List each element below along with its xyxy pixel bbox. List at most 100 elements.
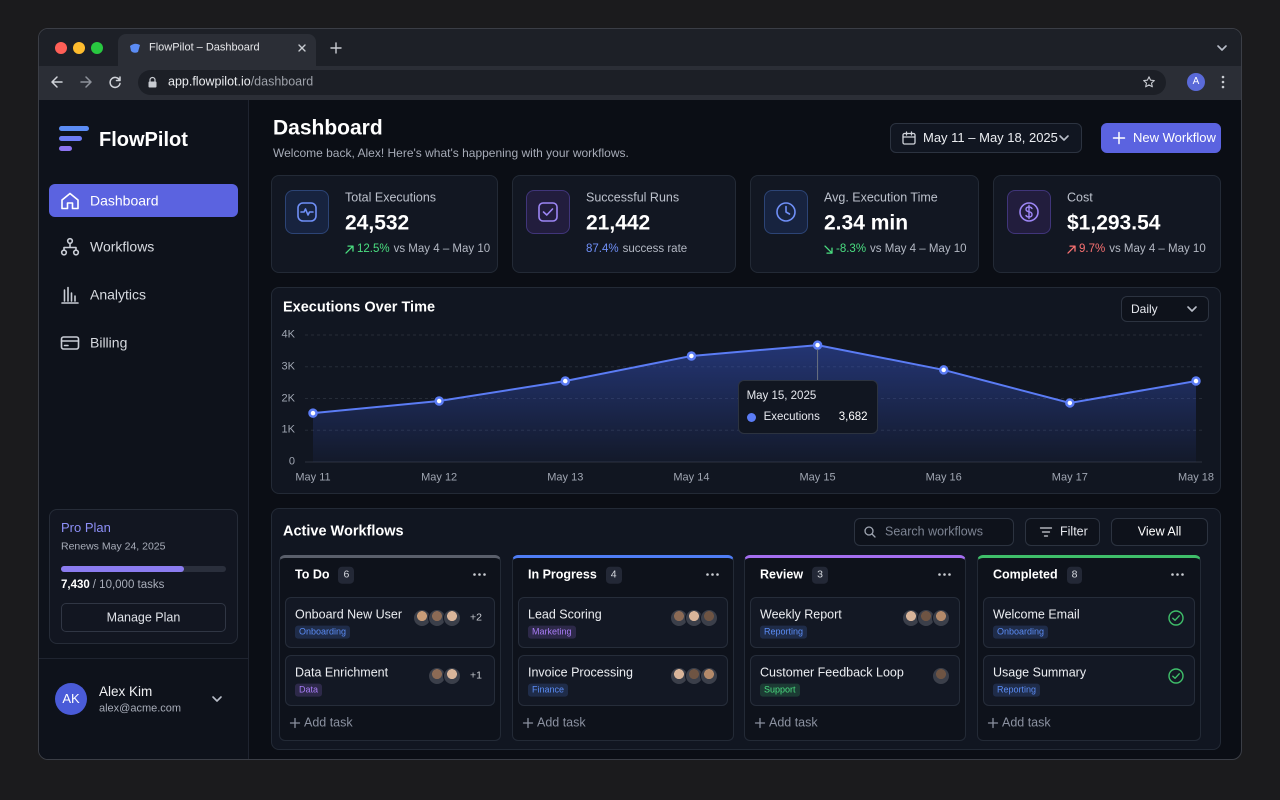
column-menu — [706, 573, 719, 576]
user-name: Alex Kim — [99, 683, 153, 699]
point — [308, 408, 318, 418]
board-column — [744, 555, 966, 741]
window-control[interactable] — [91, 42, 103, 54]
assignee-avatar — [932, 609, 950, 627]
column-name: In Progress — [528, 567, 597, 582]
task-title: Data Enrichment — [295, 665, 389, 680]
view-all-button[interactable] — [1111, 518, 1208, 546]
kpi-note: vs May 4 – May 10 — [393, 243, 491, 256]
add-task-icon — [754, 717, 766, 729]
search-icon — [864, 526, 876, 538]
x-tick-label: May 13 — [547, 471, 584, 484]
favicon — [130, 43, 140, 53]
user-avatar[interactable] — [55, 683, 87, 715]
user-initials: AK — [62, 691, 80, 707]
brand-name: FlowPilot — [99, 129, 188, 151]
y-tick-label: 1K — [281, 423, 295, 436]
task-card[interactable] — [983, 597, 1195, 648]
manage-plan-button[interactable] — [61, 603, 226, 632]
column-count: 6 — [338, 566, 355, 584]
nav-icon — [61, 192, 79, 210]
nav-icon — [60, 336, 80, 350]
plan-usage-text: 7,430/ 10,000 tasks — [61, 579, 164, 593]
y-tick-label: 0 — [288, 455, 295, 468]
filter-button[interactable] — [1025, 518, 1100, 546]
x-tick-label: May 15 — [799, 471, 836, 484]
url-path: /dashboard — [250, 74, 314, 89]
forward-button — [80, 76, 92, 88]
date-range: May 11 – May 18, 2025 — [923, 130, 1058, 146]
url-text: app.flowpilot.io/dashboard — [168, 75, 313, 90]
sidebar-divider — [39, 658, 249, 659]
add-task-label[interactable]: Add task — [1002, 715, 1051, 730]
x-tick-label: May 14 — [673, 471, 710, 484]
assignee-avatar — [932, 667, 950, 685]
nav-icon — [61, 286, 79, 304]
point — [560, 376, 571, 386]
done-check — [1168, 610, 1184, 626]
url-field[interactable] — [138, 70, 1166, 95]
task-card[interactable] — [983, 655, 1195, 706]
y-tick-label: 2K — [281, 391, 295, 404]
column-header: In Progress 4 — [528, 566, 622, 584]
line — [312, 344, 1197, 415]
add-task-label[interactable]: Add task — [537, 715, 586, 730]
kpi-label: Total Executions — [345, 190, 437, 205]
add-task-icon — [987, 717, 999, 729]
task-title: Lead Scoring — [528, 607, 602, 622]
chevron-icon — [1217, 45, 1227, 51]
x-tick-label: May 16 — [925, 471, 962, 484]
add-task-label[interactable]: Add task — [769, 715, 818, 730]
y-tick-label: 3K — [281, 360, 295, 373]
task-card[interactable] — [285, 655, 495, 706]
tab-title: FlowPilot – Dashboard — [149, 41, 260, 54]
window-control[interactable] — [73, 42, 85, 54]
nav-icon — [60, 237, 80, 256]
view-all-label: View All — [1137, 524, 1182, 539]
trend-arrow — [345, 245, 354, 255]
task-title: Welcome Email — [993, 607, 1080, 622]
chart-title: Executions Over Time — [283, 299, 436, 316]
column-count: 4 — [605, 566, 622, 584]
column-header: Review 3 — [760, 566, 828, 584]
column-menu — [473, 573, 486, 576]
manage-plan-label: Manage Plan — [106, 610, 181, 624]
user-email: alex@acme.com — [99, 702, 182, 715]
window-control[interactable] — [55, 42, 67, 54]
tooltip-value: 3,682 — [838, 411, 868, 424]
column-name: Review — [760, 567, 804, 582]
add-task-icon — [522, 717, 534, 729]
kpi-change: 87.4% — [586, 243, 619, 256]
task-tag: Marketing — [528, 625, 576, 639]
kpi-label: Successful Runs — [586, 190, 680, 205]
task-tag: Onboarding — [295, 625, 351, 639]
kpi-change: 9.7% — [1079, 243, 1106, 256]
point — [1191, 376, 1201, 386]
tab[interactable] — [118, 34, 316, 66]
chevron-icon — [1187, 306, 1197, 312]
back-button — [51, 76, 63, 88]
tooltip-title: May 15, 2025 — [746, 390, 817, 403]
task-card[interactable] — [285, 597, 495, 648]
assignee-avatar — [700, 609, 718, 627]
done-check — [1168, 668, 1184, 684]
profile-avatar[interactable] — [1187, 73, 1205, 91]
nav-item-active[interactable] — [49, 184, 238, 217]
date-range-button[interactable] — [890, 123, 1082, 153]
x-tick-label: May 11 — [295, 471, 331, 484]
profile-initial: A — [1192, 76, 1200, 87]
task-card[interactable] — [750, 655, 960, 706]
calendar-icon — [902, 131, 916, 145]
board-column — [977, 555, 1201, 741]
kpi-change: 12.5% — [357, 243, 390, 256]
filter-label: Filter — [1060, 524, 1088, 539]
search-field[interactable] — [854, 518, 1014, 546]
kpi-note: vs May 4 – May 10 — [1109, 243, 1206, 256]
reload-button — [109, 76, 121, 89]
plan-usage-bar — [61, 566, 184, 572]
kpi-label: Avg. Execution Time — [824, 190, 938, 205]
add-task-label[interactable]: Add task — [304, 715, 353, 730]
kpi-change: -8.3% — [836, 243, 867, 256]
task-title: Onboard New User — [295, 607, 402, 622]
kpi-change-row: -8.3% vs May 4 – May 10 — [824, 243, 967, 257]
